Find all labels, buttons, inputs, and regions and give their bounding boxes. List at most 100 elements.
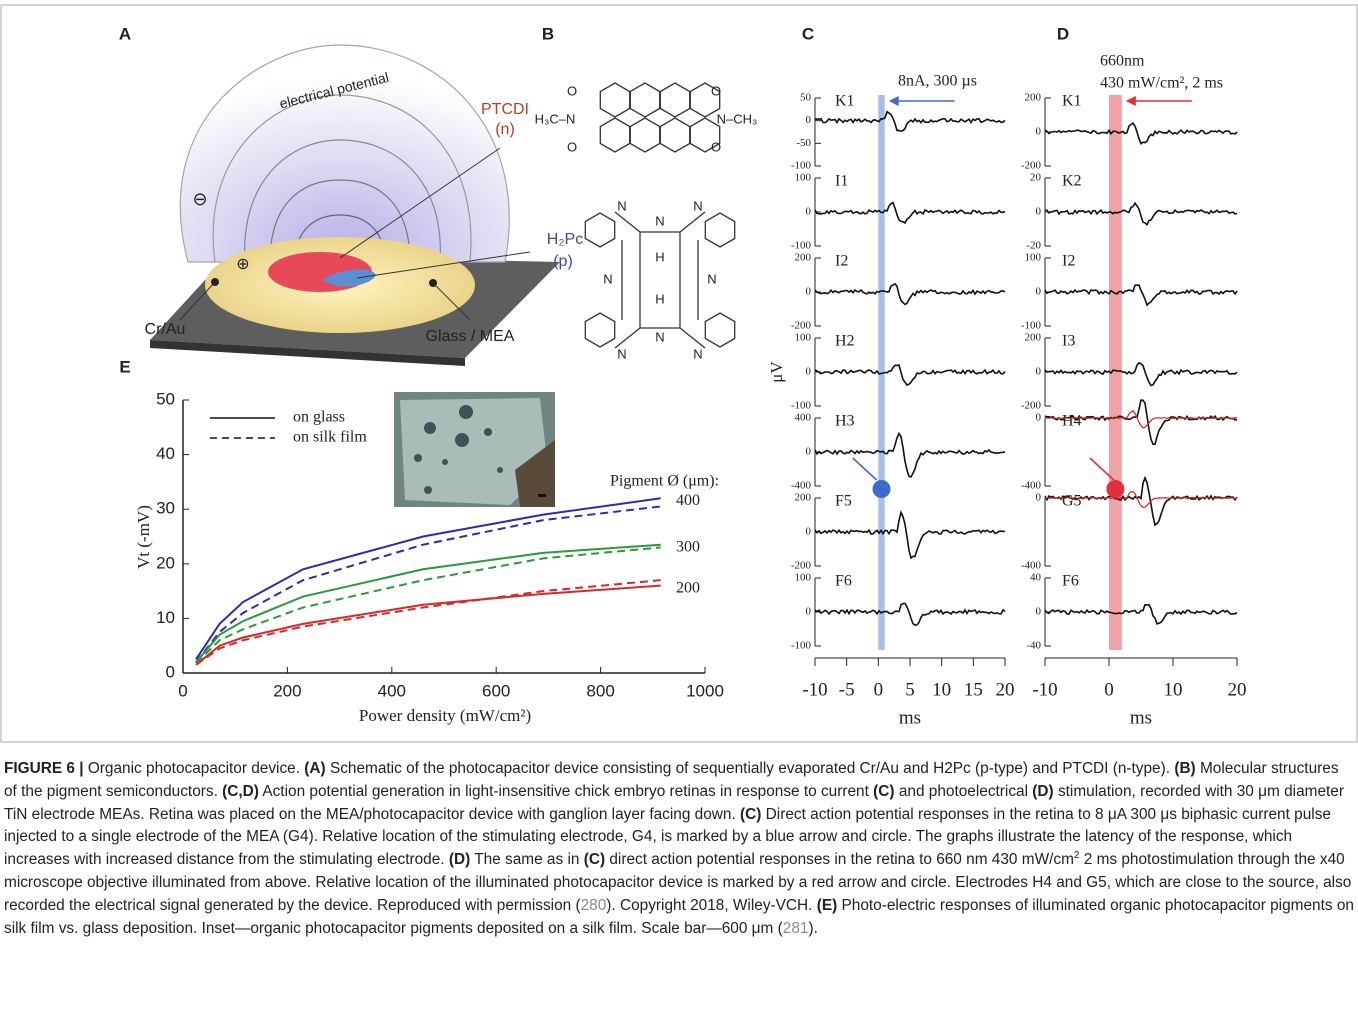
y-tick-label: -50	[796, 137, 811, 149]
y-tick-label: 50	[156, 389, 175, 408]
channel-label: I3	[1062, 333, 1075, 350]
y-tick-label: -100	[791, 400, 812, 412]
trace	[815, 203, 1005, 223]
x-tick-label: 10	[932, 679, 951, 700]
y-axis-label: μV	[767, 361, 786, 383]
panel-letter: E	[119, 357, 130, 376]
caption-text: (C)	[740, 806, 761, 823]
caption-text: (C)	[873, 783, 894, 800]
y-tick-label: -100	[791, 160, 812, 172]
stimulus-annotation: 660nm	[1100, 53, 1145, 70]
trace	[815, 434, 1005, 477]
y-tick-label: 0	[1036, 126, 1042, 138]
y-tick-label: -400	[1021, 560, 1042, 572]
series-label: 400	[676, 492, 700, 509]
x-tick-label: 200	[273, 681, 301, 700]
caption-text: Organic photocapacitor device.	[84, 760, 305, 777]
channel-label: H4	[1062, 413, 1082, 430]
page: {"panels": { "A": {"letter": "A", "texts…	[0, 0, 1358, 1017]
trace	[815, 284, 1005, 305]
atom-label: N–CH₃	[717, 111, 758, 126]
y-tick-label: 0	[806, 366, 812, 378]
atom-label: O	[567, 83, 577, 98]
caption-text: and photoelectrical	[895, 783, 1033, 800]
y-tick-label: 100	[1025, 252, 1042, 264]
caption-text: ).	[808, 920, 817, 937]
x-tick-label: 0	[1104, 679, 1114, 700]
series-label: 300	[676, 538, 700, 555]
channel-label: F6	[835, 573, 852, 590]
caption-text: FIGURE 6 |	[4, 760, 84, 777]
atom-label: H₃C–N	[535, 111, 576, 126]
series-label: 200	[676, 579, 700, 596]
x-axis-label: ms	[899, 707, 921, 728]
trace	[1045, 363, 1237, 386]
arrow	[853, 458, 877, 480]
atom-label: N	[693, 346, 702, 361]
panel-letter: B	[542, 24, 554, 43]
caption-text: (C,D)	[222, 783, 259, 800]
illustration-label: Cr/Au	[145, 321, 186, 338]
channel-label: I2	[1062, 253, 1075, 270]
x-tick-label: -5	[839, 679, 855, 700]
trace	[815, 603, 1005, 625]
caption-text[interactable]: 280	[581, 897, 607, 914]
ring	[660, 83, 689, 117]
x-tick-label: 0	[874, 679, 884, 700]
electrode-marker	[1106, 480, 1124, 498]
stimulus-annotation: 430 mW/cm², 2 ms	[1100, 75, 1223, 92]
y-tick-label: 0	[806, 206, 812, 218]
illustration-label: (n)	[495, 121, 515, 138]
figure-border	[1, 5, 1357, 742]
atom-label: N	[693, 198, 702, 213]
illustration-label: ⊖	[192, 189, 207, 209]
caption-text: (C)	[584, 851, 605, 868]
trace	[1045, 285, 1237, 305]
y-tick-label: 40	[156, 444, 175, 463]
channel-label: K1	[835, 93, 855, 110]
figure: ABCDEelectrical potentialPTCDI(n)H₂Pc(p)…	[0, 0, 1358, 750]
y-tick-label: -100	[791, 240, 812, 252]
atom-label: N	[617, 198, 626, 213]
ring	[585, 213, 614, 247]
atom-label: O	[711, 83, 721, 98]
x-tick-label: 600	[482, 681, 510, 700]
y-tick-label: 200	[1025, 332, 1042, 344]
y-tick-label: 50	[800, 92, 812, 104]
ring	[630, 83, 659, 117]
y-tick-label: 0	[806, 606, 812, 618]
caption-text: The same as in	[470, 851, 584, 868]
y-tick-label: 200	[795, 492, 812, 504]
legend-title: Pigment Ø (μm):	[610, 473, 719, 490]
atom-label: H	[655, 291, 664, 306]
trace	[815, 365, 1005, 385]
y-tick-label: -400	[1021, 480, 1042, 492]
y-tick-label: 10	[156, 608, 175, 627]
line-series	[196, 580, 661, 665]
y-tick-label: 100	[795, 572, 812, 584]
caption-text: (D)	[449, 851, 470, 868]
channel-label: I1	[835, 173, 848, 190]
y-tick-label: 100	[795, 172, 812, 184]
y-tick-label: 0	[806, 446, 812, 458]
legend-label: on silk film	[293, 429, 367, 446]
y-tick-label: -200	[791, 320, 812, 332]
stimulus-annotation: 8nA, 300 µs	[898, 73, 977, 90]
caption-text: direct action potential responses in the…	[605, 851, 1074, 868]
line-series	[196, 586, 661, 665]
channel-label: H3	[835, 413, 855, 430]
atom-label: N	[617, 346, 626, 361]
atom-label: N	[707, 271, 716, 286]
y-tick-label: 0	[1036, 412, 1042, 424]
illustration-label: ⊕	[236, 256, 249, 273]
atom-label: O	[711, 139, 721, 154]
illustration-label: PTCDI	[481, 101, 529, 118]
x-tick-label: 0	[178, 681, 187, 700]
x-tick-label: 20	[1228, 679, 1247, 700]
y-tick-label: -400	[791, 480, 812, 492]
y-tick-label: 0	[1036, 286, 1042, 298]
ring	[600, 118, 629, 152]
trace	[1045, 203, 1237, 225]
caption-text[interactable]: 281	[783, 920, 809, 937]
channel-label: K1	[1062, 93, 1082, 110]
